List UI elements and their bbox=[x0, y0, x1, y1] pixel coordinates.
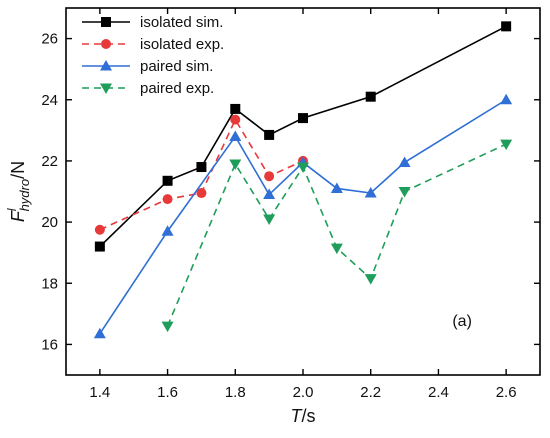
legend-label-isolated-exp: isolated exp. bbox=[140, 36, 224, 53]
paired-exp-point bbox=[330, 243, 343, 255]
x-tick-label: 2.6 bbox=[496, 384, 517, 401]
panel-annotation: (a) bbox=[452, 313, 472, 330]
paired-exp-point bbox=[263, 214, 276, 226]
isolated-exp-series bbox=[94, 114, 308, 235]
y-axis-label-group: Flhydro/N bbox=[5, 161, 32, 222]
x-tick-label: 2.2 bbox=[360, 384, 381, 401]
axes-layer: 1.4 1.6 1.8 2.0 2.2 2.4 2.6 16 18 20 22 24 26 bbox=[41, 7, 541, 401]
y-axis-label-unit: /N bbox=[8, 161, 28, 179]
paired-sim-point bbox=[161, 225, 174, 236]
legend-marker-isolated-sim bbox=[101, 17, 111, 27]
isolated-exp-point bbox=[264, 171, 275, 182]
paired-sim-point bbox=[364, 187, 377, 198]
isolated-sim-point bbox=[162, 175, 173, 186]
paired-exp-point bbox=[398, 187, 411, 198]
legend-item-isolated-exp: isolated exp. bbox=[82, 36, 224, 53]
paired-exp-series bbox=[161, 139, 513, 333]
paired-exp-point bbox=[297, 162, 309, 174]
paired-sim-point bbox=[229, 130, 242, 141]
y-tick-label: 22 bbox=[41, 153, 58, 170]
x-tick-label: 1.4 bbox=[89, 384, 110, 401]
paired-sim-line bbox=[99, 99, 507, 335]
isolated-sim-point bbox=[365, 91, 376, 102]
isolated-exp-point bbox=[230, 114, 241, 125]
isolated-sim-point bbox=[94, 241, 105, 252]
x-tick-label: 1.6 bbox=[157, 384, 178, 401]
x-axis-label: T/s bbox=[290, 406, 315, 426]
isolated-sim-point bbox=[264, 129, 275, 140]
y-axis-label-superscript: l bbox=[5, 208, 19, 211]
paired-sim-point bbox=[93, 327, 106, 339]
y-tick-label: 16 bbox=[41, 336, 58, 353]
paired-exp-point bbox=[229, 159, 242, 170]
paired-exp-point bbox=[364, 274, 377, 285]
isolated-exp-point bbox=[94, 224, 105, 235]
y-tick-label: 20 bbox=[41, 214, 58, 231]
paired-exp-point bbox=[161, 321, 174, 333]
isolated-sim-line bbox=[99, 25, 507, 248]
legend-marker-paired-exp bbox=[100, 83, 112, 94]
paired-sim-point bbox=[500, 93, 513, 105]
legend-item-paired-sim: paired sim. bbox=[82, 58, 213, 75]
legend-label-paired-exp: paired exp. bbox=[140, 80, 214, 97]
isolated-sim-point bbox=[298, 113, 308, 124]
paired-exp-line bbox=[166, 143, 507, 327]
isolated-sim-point bbox=[501, 21, 512, 32]
isolated-sim-point bbox=[196, 162, 207, 173]
axis-labels-layer: T/s Flhydro/N bbox=[5, 161, 316, 426]
paired-sim-series bbox=[93, 93, 513, 339]
isolated-exp-line bbox=[99, 117, 304, 231]
legend-marker-paired-sim bbox=[100, 60, 112, 71]
legend-label-isolated-sim: isolated sim. bbox=[140, 14, 223, 31]
isolated-sim-series bbox=[94, 21, 512, 252]
paired-sim-point bbox=[330, 182, 343, 193]
y-axis-label-symbol: F bbox=[8, 210, 28, 222]
y-tick-label: 26 bbox=[41, 31, 58, 48]
x-tick-label: 2.0 bbox=[293, 384, 314, 401]
y-axis-label: Flhydro/N bbox=[5, 161, 32, 222]
annotation-layer: (a) bbox=[452, 313, 472, 330]
x-tick-label: 2.4 bbox=[428, 384, 449, 401]
isolated-sim-point bbox=[230, 103, 241, 114]
x-tick-label: 1.8 bbox=[225, 384, 246, 401]
x-axis-label-unit: /s bbox=[301, 406, 315, 426]
y-tick-label: 18 bbox=[41, 275, 58, 292]
legend-marker-isolated-exp bbox=[101, 39, 111, 49]
legend-item-paired-exp: paired exp. bbox=[82, 80, 214, 97]
paired-sim-point bbox=[263, 188, 276, 200]
isolated-exp-point bbox=[162, 194, 173, 205]
legend: isolated sim. isolated exp. paired sim. pai… bbox=[82, 14, 224, 97]
paired-exp-point bbox=[500, 139, 513, 151]
series-layer bbox=[93, 21, 513, 339]
y-tick-label: 24 bbox=[41, 92, 58, 109]
paired-sim-point bbox=[398, 156, 411, 167]
y-axis-label-subscript: hydro bbox=[17, 179, 32, 212]
x-axis-label-symbol: T bbox=[290, 406, 303, 426]
isolated-exp-point bbox=[196, 188, 207, 199]
legend-item-isolated-sim: isolated sim. bbox=[82, 14, 223, 31]
legend-label-paired-sim: paired sim. bbox=[140, 58, 213, 75]
